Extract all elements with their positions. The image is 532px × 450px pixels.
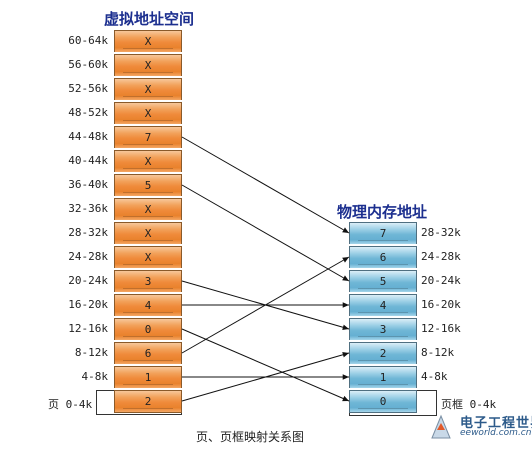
- virtual-range-label: 36-40k: [40, 174, 110, 198]
- virtual-range-label: 28-32k: [40, 222, 110, 246]
- physical-range-label: 24-28k: [421, 246, 501, 270]
- physical-frame-cell: 0: [349, 390, 417, 413]
- virtual-page-cell: X: [114, 54, 182, 76]
- virtual-range-label: 60-64k: [40, 30, 110, 54]
- virtual-range-label: 52-56k: [40, 78, 110, 102]
- virtual-page-cell: X: [114, 150, 182, 172]
- mapping-arrow: [182, 185, 349, 281]
- virtual-page-cell: 1: [114, 366, 182, 388]
- physical-frame-0-label: 页框 0-4k: [441, 396, 496, 412]
- virtual-range-label: 24-28k: [40, 246, 110, 270]
- physical-range-label: 20-24k: [421, 270, 501, 294]
- virtual-page-cell: 5: [114, 174, 182, 196]
- virtual-page-cell: X: [114, 30, 182, 52]
- physical-frame-cell: 4: [349, 294, 417, 316]
- mapping-arrow: [182, 353, 349, 401]
- logo-mark-icon: [430, 414, 452, 440]
- physical-frame-cell: 3: [349, 318, 417, 340]
- virtual-page-cell: 2: [114, 390, 182, 413]
- physical-frame-table: 7 6 5 4 3 2 1 0: [349, 222, 417, 415]
- physical-range-label: 16-20k: [421, 294, 501, 318]
- physical-frame-range-labels: 28-32k 24-28k 20-24k 16-20k 12-16k 8-12k…: [421, 222, 501, 390]
- diagram-caption: 页、页框映射关系图: [196, 428, 304, 445]
- virtual-page-cell: 7: [114, 126, 182, 148]
- physical-frame-cell: 2: [349, 342, 417, 364]
- virtual-range-label: 20-24k: [40, 270, 110, 294]
- mapping-arrow: [182, 329, 349, 401]
- virtual-range-label: 16-20k: [40, 294, 110, 318]
- mapping-arrow: [182, 137, 349, 233]
- physical-frame-cell: 7: [349, 222, 417, 244]
- virtual-page-cell: X: [114, 102, 182, 124]
- virtual-page-cell: X: [114, 246, 182, 268]
- virtual-range-label: 40-44k: [40, 150, 110, 174]
- virtual-page-cell: 6: [114, 342, 182, 364]
- virtual-range-label: 48-52k: [40, 102, 110, 126]
- mapping-arrow: [182, 281, 349, 329]
- virtual-range-label: 56-60k: [40, 54, 110, 78]
- physical-frame-cell: 6: [349, 246, 417, 268]
- virtual-page-0-label: 页 0-4k: [48, 396, 92, 412]
- physical-frame-cell: 5: [349, 270, 417, 292]
- virtual-page-cell: X: [114, 222, 182, 244]
- virtual-page-cell: X: [114, 198, 182, 220]
- physical-frame-cell: 1: [349, 366, 417, 388]
- virtual-range-label: 4-8k: [40, 366, 110, 390]
- virtual-page-cell: 4: [114, 294, 182, 316]
- virtual-page-range-labels: 60-64k 56-60k 52-56k 48-52k 44-48k 40-44…: [40, 30, 110, 390]
- physical-range-label: 4-8k: [421, 366, 501, 390]
- virtual-address-space-title: 虚拟地址空间: [104, 8, 194, 29]
- virtual-page-cell: 0: [114, 318, 182, 340]
- logo-en-text: eeworld.com.cn: [460, 428, 531, 438]
- virtual-range-label: 44-48k: [40, 126, 110, 150]
- eeworld-logo: 电子工程世界 eeworld.com.cn: [430, 412, 530, 446]
- virtual-page-cell: X: [114, 78, 182, 100]
- mapping-arrow: [182, 257, 349, 353]
- virtual-range-label: 32-36k: [40, 198, 110, 222]
- physical-range-label: 8-12k: [421, 342, 501, 366]
- virtual-page-cell: 3: [114, 270, 182, 292]
- virtual-page-table: X X X X 7 X 5 X X X 3 4 0 6 1 2: [114, 30, 182, 415]
- virtual-range-label: 12-16k: [40, 318, 110, 342]
- physical-memory-title: 物理内存地址: [337, 201, 427, 222]
- physical-range-label: 28-32k: [421, 222, 501, 246]
- virtual-range-label: 8-12k: [40, 342, 110, 366]
- physical-range-label: 12-16k: [421, 318, 501, 342]
